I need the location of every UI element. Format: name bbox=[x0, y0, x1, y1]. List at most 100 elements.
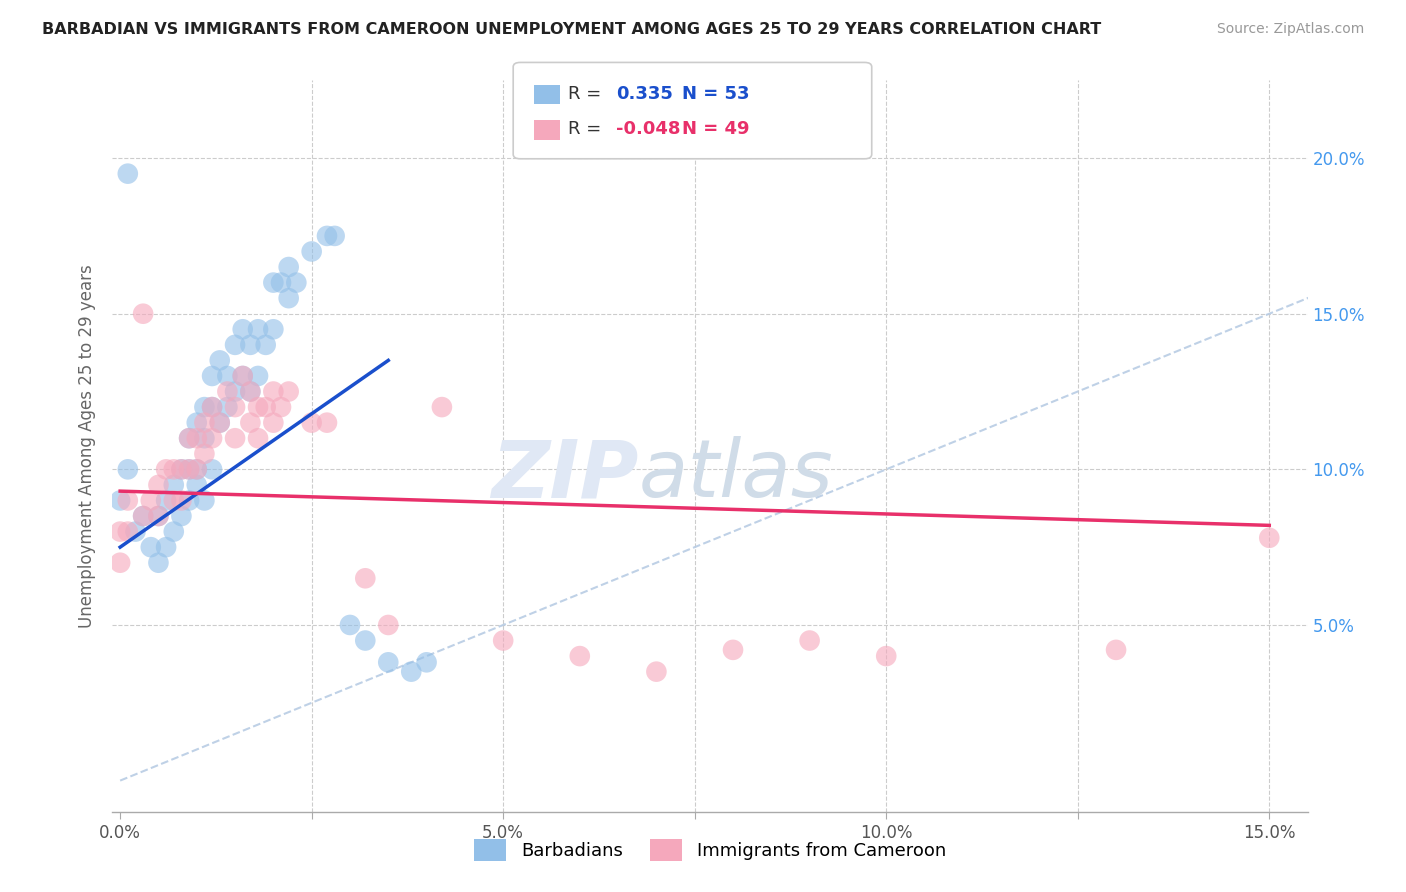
Point bbox=[201, 462, 224, 476]
Point bbox=[124, 524, 146, 539]
Point bbox=[163, 493, 186, 508]
Point bbox=[285, 276, 308, 290]
Point bbox=[148, 509, 170, 524]
Point bbox=[262, 416, 284, 430]
Point bbox=[247, 368, 270, 383]
Point bbox=[224, 338, 246, 352]
Point bbox=[224, 400, 246, 414]
Point bbox=[155, 493, 177, 508]
Point bbox=[170, 462, 193, 476]
Point bbox=[354, 571, 377, 585]
Point bbox=[430, 400, 453, 414]
Point bbox=[201, 400, 224, 414]
Point bbox=[186, 462, 208, 476]
Text: R =: R = bbox=[568, 85, 607, 103]
Point bbox=[148, 509, 170, 524]
Point bbox=[155, 540, 177, 554]
Point bbox=[239, 416, 262, 430]
Point bbox=[132, 307, 155, 321]
Point bbox=[186, 431, 208, 445]
Point bbox=[301, 416, 323, 430]
Point bbox=[208, 353, 231, 368]
Text: BARBADIAN VS IMMIGRANTS FROM CAMEROON UNEMPLOYMENT AMONG AGES 25 TO 29 YEARS COR: BARBADIAN VS IMMIGRANTS FROM CAMEROON UN… bbox=[42, 22, 1101, 37]
Point bbox=[247, 400, 270, 414]
Point bbox=[232, 322, 254, 336]
Point bbox=[568, 649, 591, 664]
Point bbox=[186, 416, 208, 430]
Point bbox=[170, 509, 193, 524]
Point bbox=[239, 384, 262, 399]
Point bbox=[323, 228, 346, 243]
Text: -0.048: -0.048 bbox=[616, 120, 681, 138]
Point bbox=[799, 633, 821, 648]
Point bbox=[117, 493, 139, 508]
Point bbox=[277, 384, 299, 399]
Point bbox=[316, 416, 339, 430]
Point bbox=[163, 478, 186, 492]
Text: N = 53: N = 53 bbox=[682, 85, 749, 103]
Point bbox=[117, 524, 139, 539]
Point bbox=[277, 260, 299, 274]
Point bbox=[177, 462, 200, 476]
Point bbox=[224, 384, 246, 399]
Point bbox=[139, 493, 162, 508]
Point bbox=[177, 462, 200, 476]
Point bbox=[170, 462, 193, 476]
Point bbox=[108, 556, 131, 570]
Point bbox=[132, 509, 155, 524]
Point bbox=[177, 431, 200, 445]
Point bbox=[201, 368, 224, 383]
Point bbox=[132, 509, 155, 524]
Point bbox=[193, 447, 215, 461]
Point bbox=[377, 656, 399, 670]
Point bbox=[177, 493, 200, 508]
Point bbox=[247, 322, 270, 336]
Point bbox=[721, 643, 744, 657]
Point bbox=[201, 431, 224, 445]
Point bbox=[262, 384, 284, 399]
Point bbox=[108, 493, 131, 508]
Point bbox=[492, 633, 515, 648]
Point bbox=[163, 462, 186, 476]
Point bbox=[148, 478, 170, 492]
Point bbox=[186, 462, 208, 476]
Point bbox=[262, 276, 284, 290]
Text: atlas: atlas bbox=[638, 436, 834, 515]
Point bbox=[401, 665, 423, 679]
Point bbox=[201, 400, 224, 414]
Text: R =: R = bbox=[568, 120, 607, 138]
Text: 0.335: 0.335 bbox=[616, 85, 672, 103]
Point bbox=[186, 478, 208, 492]
Point bbox=[232, 368, 254, 383]
Point bbox=[224, 431, 246, 445]
Point bbox=[262, 322, 284, 336]
Text: N = 49: N = 49 bbox=[682, 120, 749, 138]
Point bbox=[270, 276, 292, 290]
Point bbox=[193, 431, 215, 445]
Point bbox=[377, 618, 399, 632]
Text: Source: ZipAtlas.com: Source: ZipAtlas.com bbox=[1216, 22, 1364, 37]
Point bbox=[875, 649, 897, 664]
Point bbox=[163, 524, 186, 539]
Point bbox=[208, 416, 231, 430]
Point bbox=[148, 556, 170, 570]
Point bbox=[247, 431, 270, 445]
Point bbox=[339, 618, 361, 632]
Text: ZIP: ZIP bbox=[491, 436, 638, 515]
Point bbox=[232, 368, 254, 383]
Point bbox=[316, 228, 339, 243]
Point bbox=[217, 384, 239, 399]
Point bbox=[1105, 643, 1128, 657]
Point bbox=[415, 656, 437, 670]
Point bbox=[170, 493, 193, 508]
Point bbox=[117, 167, 139, 181]
Point bbox=[239, 384, 262, 399]
Point bbox=[645, 665, 668, 679]
Y-axis label: Unemployment Among Ages 25 to 29 years: Unemployment Among Ages 25 to 29 years bbox=[77, 264, 96, 628]
Point bbox=[217, 368, 239, 383]
Point bbox=[277, 291, 299, 305]
Point bbox=[1258, 531, 1281, 545]
Point bbox=[155, 462, 177, 476]
Point bbox=[208, 416, 231, 430]
Point bbox=[217, 400, 239, 414]
